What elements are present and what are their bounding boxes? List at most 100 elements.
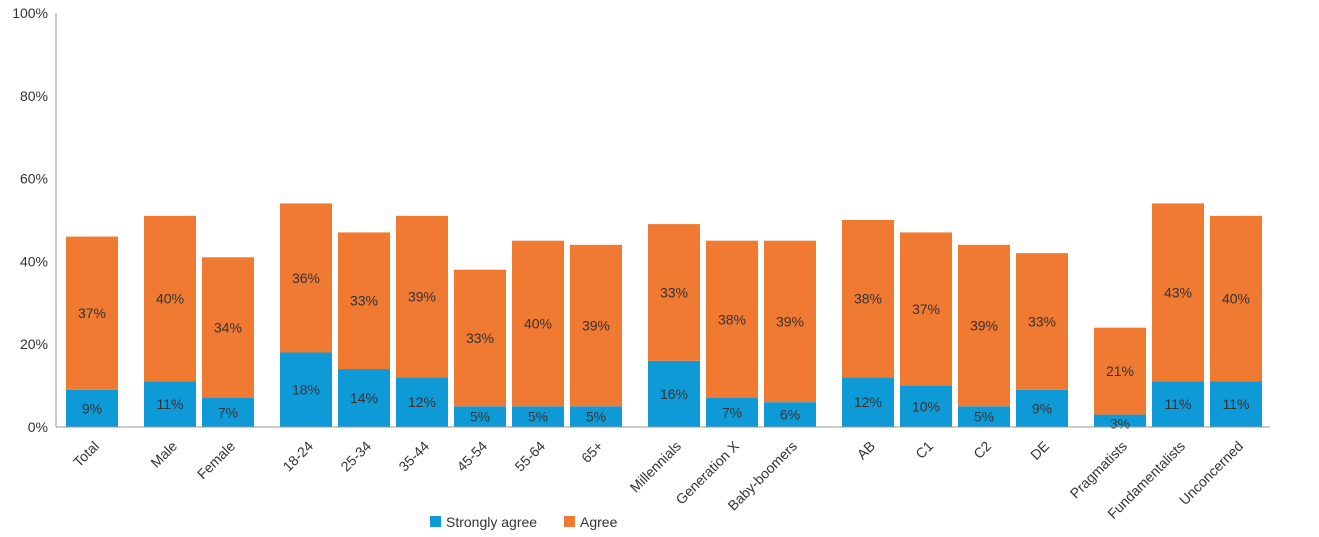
- bar-strongly-agree: [570, 406, 622, 427]
- bar-agree: [1210, 215, 1262, 382]
- bar-agree: [900, 232, 952, 386]
- x-tick-label: C2: [970, 438, 994, 462]
- data-label-agree: 40%: [524, 316, 552, 332]
- data-label-agree: 34%: [214, 320, 242, 336]
- x-tick-label: 45-54: [453, 438, 490, 475]
- data-label-strongly-agree: 7%: [722, 405, 742, 421]
- x-tick-label: C1: [912, 438, 936, 462]
- bar-strongly-agree: [512, 406, 564, 427]
- bar-agree: [202, 257, 254, 399]
- data-label-agree: 33%: [660, 284, 688, 300]
- bar-agree: [512, 240, 564, 407]
- bar-strongly-agree: [454, 406, 506, 427]
- data-label-strongly-agree: 7%: [218, 405, 238, 421]
- bar-agree: [280, 203, 332, 353]
- y-tick-label: 80%: [20, 88, 48, 104]
- bar-agree: [144, 215, 196, 382]
- bar-strongly-agree: [1094, 414, 1146, 427]
- data-label-agree: 39%: [582, 318, 610, 334]
- bar-agree: [454, 269, 506, 407]
- x-tick-label: 25-34: [337, 438, 374, 475]
- x-tick-label: Millennials: [627, 438, 685, 496]
- bar-agree: [1152, 203, 1204, 382]
- data-label-strongly-agree: 6%: [780, 407, 800, 423]
- legend-swatch: [430, 516, 441, 527]
- bar-strongly-agree: [396, 377, 448, 427]
- bar-strongly-agree: [842, 377, 894, 427]
- data-label-agree: 33%: [350, 293, 378, 309]
- data-label-strongly-agree: 12%: [408, 394, 436, 410]
- data-label-strongly-agree: 5%: [974, 409, 994, 425]
- x-tick-label: Female: [194, 438, 238, 482]
- bar-strongly-agree: [202, 398, 254, 427]
- bar-agree: [570, 244, 622, 407]
- x-tick-label: Total: [70, 438, 102, 470]
- bar-strongly-agree: [900, 385, 952, 427]
- bar-agree: [396, 215, 448, 378]
- bar-strongly-agree: [648, 360, 700, 427]
- legend-label: Strongly agree: [446, 514, 537, 530]
- data-label-strongly-agree: 9%: [82, 400, 102, 416]
- data-label-strongly-agree: 5%: [586, 409, 606, 425]
- data-label-agree: 21%: [1106, 363, 1134, 379]
- data-label-strongly-agree: 3%: [1110, 416, 1130, 432]
- bar-strongly-agree: [1152, 381, 1204, 427]
- x-tick-label: 65+: [578, 438, 606, 466]
- bar-agree: [66, 236, 118, 390]
- data-label-agree: 40%: [156, 291, 184, 307]
- bar-strongly-agree: [144, 381, 196, 427]
- bar-strongly-agree: [338, 369, 390, 427]
- data-label-agree: 36%: [292, 270, 320, 286]
- data-label-strongly-agree: 14%: [350, 390, 378, 406]
- data-label-strongly-agree: 11%: [157, 396, 184, 412]
- data-label-strongly-agree: 18%: [292, 382, 320, 398]
- bar-agree: [648, 224, 700, 361]
- y-tick-label: 20%: [20, 336, 48, 352]
- x-tick-label: 55-64: [511, 438, 548, 475]
- data-label-agree: 38%: [718, 311, 746, 327]
- y-tick-label: 100%: [12, 5, 48, 21]
- data-label-agree: 43%: [1164, 284, 1192, 300]
- bar-agree: [706, 240, 758, 399]
- x-tick-label: Pragmatists: [1067, 438, 1131, 502]
- data-label-agree: 38%: [854, 291, 882, 307]
- bar-strongly-agree: [66, 389, 118, 427]
- x-tick-label: Male: [147, 438, 180, 471]
- bar-strongly-agree: [706, 398, 758, 427]
- data-label-strongly-agree: 5%: [528, 409, 548, 425]
- data-label-agree: 37%: [912, 301, 940, 317]
- data-label-agree: 39%: [408, 289, 436, 305]
- data-label-strongly-agree: 5%: [470, 409, 490, 425]
- bar-agree: [958, 244, 1010, 407]
- x-tick-label: DE: [1027, 438, 1052, 463]
- bar-agree: [842, 220, 894, 378]
- legend-swatch: [564, 516, 575, 527]
- y-tick-label: 0%: [28, 419, 48, 435]
- x-tick-label: 35-44: [395, 438, 432, 475]
- bar-strongly-agree: [1210, 381, 1262, 427]
- x-tick-label: 18-24: [279, 438, 316, 475]
- bar-agree: [764, 240, 816, 403]
- data-label-strongly-agree: 12%: [854, 394, 882, 410]
- data-label-agree: 40%: [1222, 291, 1250, 307]
- data-label-agree: 37%: [78, 305, 106, 321]
- data-label-strongly-agree: 9%: [1032, 400, 1052, 416]
- data-label-strongly-agree: 10%: [912, 398, 940, 414]
- y-tick-label: 40%: [20, 253, 48, 269]
- legend-label: Agree: [580, 514, 618, 530]
- data-label-agree: 33%: [466, 330, 494, 346]
- x-tick-label: AB: [854, 438, 879, 463]
- bar-agree: [338, 232, 390, 370]
- data-label-strongly-agree: 16%: [660, 386, 688, 402]
- y-tick-label: 60%: [20, 171, 48, 187]
- bar-strongly-agree: [958, 406, 1010, 427]
- data-label-agree: 33%: [1028, 313, 1056, 329]
- bar-agree: [1094, 327, 1146, 415]
- data-label-strongly-agree: 11%: [1223, 396, 1250, 412]
- bar-agree: [1016, 253, 1068, 390]
- data-label-strongly-agree: 11%: [1165, 396, 1192, 412]
- bar-strongly-agree: [1016, 389, 1068, 427]
- bar-strongly-agree: [764, 402, 816, 427]
- data-label-agree: 39%: [776, 313, 804, 329]
